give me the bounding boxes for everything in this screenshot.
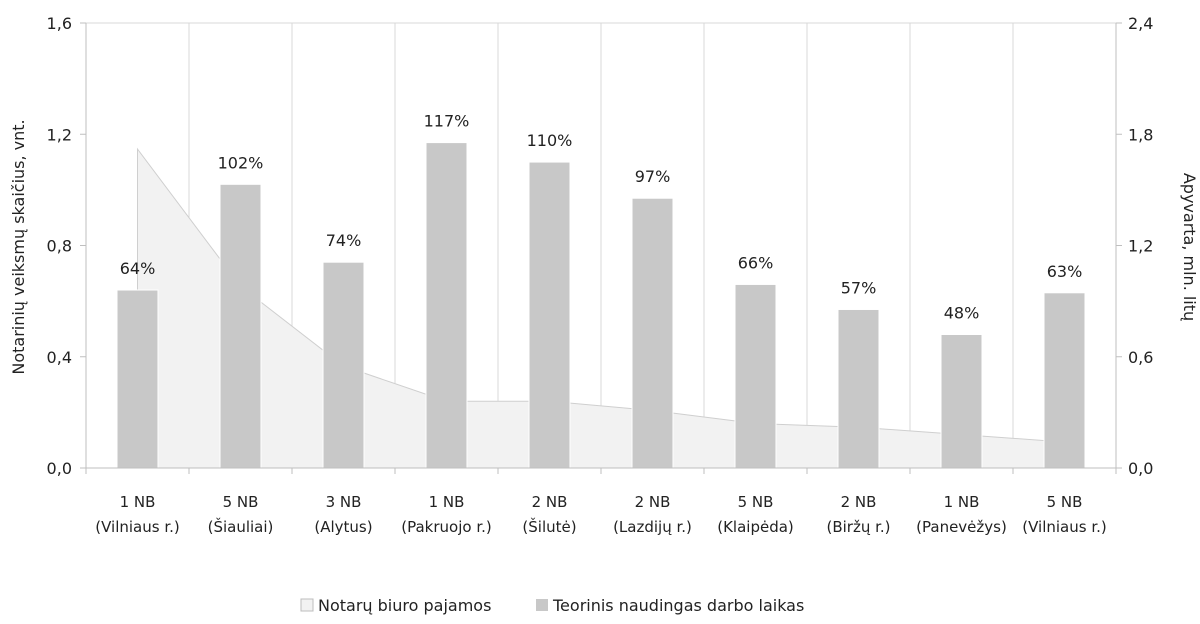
data-label: 66% bbox=[738, 253, 774, 272]
y-right-tick-label: 1,2 bbox=[1128, 237, 1153, 256]
x-tick-label-line: (Pakruojo r.) bbox=[401, 518, 491, 536]
data-label: 110% bbox=[527, 131, 573, 150]
x-tick-label-line: 1 NB bbox=[120, 493, 156, 511]
bar bbox=[734, 283, 777, 469]
y-left-tick-label: 0,4 bbox=[47, 348, 72, 367]
data-label: 64% bbox=[120, 259, 156, 278]
x-tick-label-line: (Biržų r.) bbox=[826, 518, 890, 536]
y-left-tick-label: 0,8 bbox=[47, 237, 72, 256]
y-left-axis-title: Notarinių veiksmų skaičius, vnt. bbox=[9, 119, 28, 374]
y-right-tick-label: 2,4 bbox=[1128, 14, 1153, 33]
data-label: 117% bbox=[424, 112, 470, 131]
x-tick-label-line: 1 NB bbox=[429, 493, 465, 511]
bar bbox=[528, 161, 571, 469]
x-tick-label-line: (Vilniaus r.) bbox=[95, 518, 180, 536]
x-tick-label-line: 3 NB bbox=[326, 493, 362, 511]
x-tick-label: 1 NB (Panevėžys) bbox=[916, 493, 1007, 536]
y-right-tick-label: 0,0 bbox=[1128, 459, 1153, 478]
bar bbox=[322, 261, 365, 469]
bar bbox=[631, 197, 674, 469]
x-tick-label-line: 2 NB bbox=[841, 493, 877, 511]
x-tick-label-line: 1 NB bbox=[944, 493, 980, 511]
data-label: 102% bbox=[218, 153, 264, 172]
data-label: 74% bbox=[326, 231, 362, 250]
data-label: 97% bbox=[635, 167, 671, 186]
x-tick-label-line: 2 NB bbox=[532, 493, 568, 511]
bar bbox=[116, 289, 159, 469]
bar bbox=[219, 183, 262, 469]
data-label: 48% bbox=[944, 304, 980, 323]
x-tick-label: 2 NB (Biržų r.) bbox=[826, 493, 890, 536]
x-tick-label: 5 NB (Klaipėda) bbox=[717, 493, 794, 536]
bar bbox=[425, 142, 468, 469]
x-tick-label-line: 5 NB bbox=[223, 493, 259, 511]
legend: Notarų biuro pajamos Teorinis naudingas … bbox=[300, 596, 804, 615]
x-tick-label-line: (Šiauliai) bbox=[208, 517, 274, 536]
x-tick-label: 1 NB (Vilniaus r.) bbox=[95, 493, 180, 536]
x-tick-label-line: (Klaipėda) bbox=[717, 518, 794, 536]
data-label: 63% bbox=[1047, 262, 1083, 281]
legend-label-bar: Teorinis naudingas darbo laikas bbox=[552, 596, 804, 615]
data-label: 57% bbox=[841, 278, 877, 297]
y-right-tick-label: 1,8 bbox=[1128, 125, 1153, 144]
y-left-tick-label: 0,0 bbox=[47, 459, 72, 478]
x-tick-label-line: 5 NB bbox=[1047, 493, 1083, 511]
y-left-tick-label: 1,2 bbox=[47, 125, 72, 144]
x-tick-label-line: (Vilniaus r.) bbox=[1022, 518, 1107, 536]
y-left-tick-label: 1,6 bbox=[47, 14, 72, 33]
x-tick-label: 5 NB (Šiauliai) bbox=[208, 493, 274, 536]
legend-label-area: Notarų biuro pajamos bbox=[318, 596, 491, 615]
x-tick-label: 2 NB (Šilutė) bbox=[522, 493, 576, 536]
x-tick-label-line: 5 NB bbox=[738, 493, 774, 511]
legend-swatch-area bbox=[300, 598, 314, 612]
axes: 0,0 0,4 0,8 1,2 1,6 0,0 0,6 1,2 1,8 2,4 1 NB (Vilni… bbox=[47, 14, 1154, 536]
x-tick-label-line: 2 NB bbox=[635, 493, 671, 511]
y-right-tick-label: 0,6 bbox=[1128, 348, 1153, 367]
bar bbox=[1043, 292, 1086, 469]
bar bbox=[940, 334, 983, 469]
x-tick-label: 2 NB (Lazdijų r.) bbox=[613, 493, 692, 536]
bar-series bbox=[116, 142, 1086, 469]
x-tick-label: 1 NB (Pakruojo r.) bbox=[401, 493, 491, 536]
x-tick-label: 5 NB (Vilniaus r.) bbox=[1022, 493, 1107, 536]
bar bbox=[837, 308, 880, 469]
legend-swatch-bar bbox=[536, 599, 548, 611]
x-tick-label: 3 NB (Alytus) bbox=[314, 493, 372, 536]
x-tick-label-line: (Alytus) bbox=[314, 518, 372, 536]
x-tick-label-line: (Panevėžys) bbox=[916, 518, 1007, 536]
x-tick-label-line: (Šilutė) bbox=[522, 517, 576, 536]
data-labels: 64% 102% 74% 117% 110% 97% 66% 57% 48% 63% bbox=[120, 112, 1083, 323]
y-right-axis-title: Apyvarta, mln. litų bbox=[1180, 173, 1199, 321]
x-tick-label-line: (Lazdijų r.) bbox=[613, 518, 692, 536]
